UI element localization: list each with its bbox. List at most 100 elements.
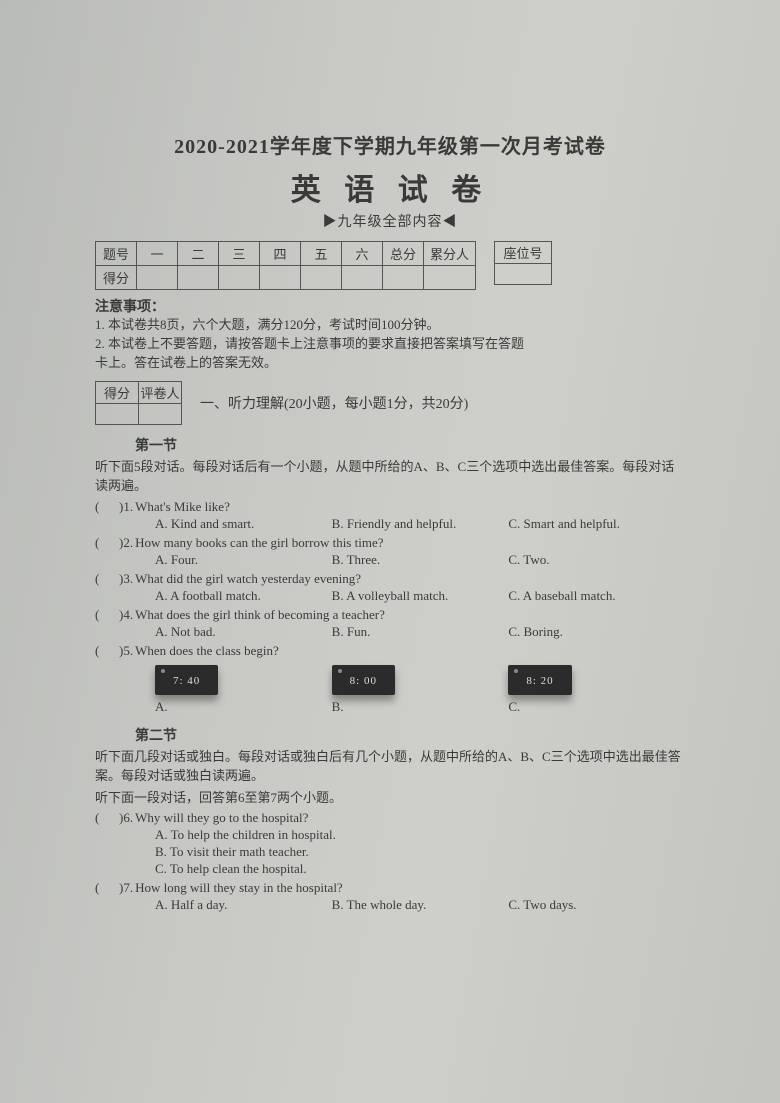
option-b: B. To visit their math teacher. (155, 844, 685, 860)
seat-table: 座位号 (494, 241, 552, 285)
notice-line: 2. 本试卷上不要答题，请按答题卡上注意事项的要求直接把答案填写在答题 (95, 335, 685, 354)
sub2-instructions-1: 听下面几段对话或独白。每段对话或独白后有几个小题，从题中所给的A、B、C三个选项… (95, 747, 685, 786)
cell (383, 266, 424, 290)
options-7: A. Half a day. B. The whole day. C. Two … (155, 897, 685, 913)
notice-line: 卡上。答在试卷上的答案无效。 (95, 354, 685, 373)
qnum: )2. (119, 535, 133, 551)
notice-line: 1. 本试卷共8页，六个大题，满分120分，考试时间100分钟。 (95, 316, 685, 335)
cell (424, 266, 476, 290)
option-c: C. A baseball match. (508, 588, 685, 604)
question-1: ( )1. What's Mike like? (95, 499, 685, 515)
option-c: C. To help clean the hospital. (155, 861, 685, 877)
option-b: B. The whole day. (332, 897, 509, 913)
option-a: A. Half a day. (155, 897, 332, 913)
scope-line: ▶九年级全部内容◀ (95, 211, 685, 231)
qnum: )6. (119, 810, 133, 826)
table-row: 得分 (96, 266, 476, 290)
cell (139, 403, 182, 424)
subsection-2: 第二节 (135, 725, 685, 745)
option-b: B. Three. (332, 552, 509, 568)
cell: 六 (342, 242, 383, 266)
clock-icon: 7: 40 (155, 665, 218, 695)
cell: 得分 (96, 381, 139, 403)
cell (260, 266, 301, 290)
bracket: ( (95, 810, 119, 826)
title-main: 2020-2021学年度下学期九年级第一次月考试卷 (95, 130, 685, 159)
qnum: )3. (119, 571, 133, 587)
cell: 题号 (96, 242, 137, 266)
notice-body: 1. 本试卷共8页，六个大题，满分120分，考试时间100分钟。 2. 本试卷上… (95, 316, 685, 373)
question-6: ( )6. Why will they go to the hospital? (95, 810, 685, 826)
option-b: B. A volleyball match. (332, 588, 509, 604)
option-a-label: A. (155, 699, 332, 715)
option-c: C. Two days. (508, 897, 685, 913)
question-7: ( )7. How long will they stay in the hos… (95, 880, 685, 896)
cell: 一 (137, 242, 178, 266)
qtext: What's Mike like? (135, 499, 230, 515)
subsection-1: 第一节 (135, 435, 685, 455)
qtext: When does the class begin? (135, 643, 279, 659)
option-a: A. A football match. (155, 588, 332, 604)
section1-row: 得分 评卷人 一、听力理解(20小题，每小题1分，共20分) (95, 381, 685, 425)
option-c: C. Boring. (508, 624, 685, 640)
cell (219, 266, 260, 290)
clock-a-cell: 7: 40 A. (155, 665, 332, 715)
sub1-instructions: 听下面5段对话。每段对话后有一个小题，从题中所给的A、B、C三个选项中选出最佳答… (95, 457, 685, 496)
option-b-label: B. (332, 699, 509, 715)
qtext: What does the girl think of becoming a t… (135, 607, 385, 623)
mini-score-table: 得分 评卷人 (95, 381, 182, 425)
cell: 得分 (96, 266, 137, 290)
exam-page: 2020-2021学年度下学期九年级第一次月考试卷 英 语 试 卷 ▶九年级全部… (0, 0, 780, 1103)
cell (301, 266, 342, 290)
bracket: ( (95, 607, 119, 623)
clock-c-cell: 8: 20 C. (508, 665, 685, 715)
cell: 累分人 (424, 242, 476, 266)
cell (96, 403, 139, 424)
notice-head: 注意事项： (95, 296, 685, 316)
option-a: A. Not bad. (155, 624, 332, 640)
seat-label: 座位号 (495, 242, 552, 264)
option-c-label: C. (508, 699, 685, 715)
options-4: A. Not bad. B. Fun. C. Boring. (155, 624, 685, 640)
options-3: A. A football match. B. A volleyball mat… (155, 588, 685, 604)
bracket: ( (95, 880, 119, 896)
table-row: 题号 一 二 三 四 五 六 总分 累分人 (96, 242, 476, 266)
score-table: 题号 一 二 三 四 五 六 总分 累分人 得分 (95, 241, 476, 290)
bracket: ( (95, 535, 119, 551)
qtext: What did the girl watch yesterday evenin… (135, 571, 361, 587)
option-a: A. Four. (155, 552, 332, 568)
title-sub: 英 语 试 卷 (95, 165, 685, 209)
qtext: How long will they stay in the hospital? (135, 880, 343, 896)
question-4: ( )4. What does the girl think of becomi… (95, 607, 685, 623)
cell (342, 266, 383, 290)
bracket: ( (95, 499, 119, 515)
options-2: A. Four. B. Three. C. Two. (155, 552, 685, 568)
qtext: How many books can the girl borrow this … (135, 535, 383, 551)
clock-icon: 8: 00 (332, 665, 395, 695)
cell: 三 (219, 242, 260, 266)
options-1: A. Kind and smart. B. Friendly and helpf… (155, 516, 685, 532)
question-5: ( )5. When does the class begin? (95, 643, 685, 659)
qnum: )5. (119, 643, 133, 659)
cell (137, 266, 178, 290)
cell: 评卷人 (139, 381, 182, 403)
sub2-instructions-2: 听下面一段对话，回答第6至第7两个小题。 (95, 788, 685, 808)
qnum: )7. (119, 880, 133, 896)
clock-icon: 8: 20 (508, 665, 571, 695)
question-2: ( )2. How many books can the girl borrow… (95, 535, 685, 551)
bracket: ( (95, 643, 119, 659)
tables-row: 题号 一 二 三 四 五 六 总分 累分人 得分 (95, 241, 685, 290)
seat-blank (495, 264, 552, 285)
option-b: B. Friendly and helpful. (332, 516, 509, 532)
cell: 五 (301, 242, 342, 266)
cell: 总分 (383, 242, 424, 266)
option-c: C. Smart and helpful. (508, 516, 685, 532)
cell (178, 266, 219, 290)
option-a: A. To help the children in hospital. (155, 827, 685, 843)
option-c: C. Two. (508, 552, 685, 568)
qnum: )4. (119, 607, 133, 623)
clock-b-cell: 8: 00 B. (332, 665, 509, 715)
clock-options: 7: 40 A. 8: 00 B. 8: 20 C. (155, 665, 685, 715)
option-a: A. Kind and smart. (155, 516, 332, 532)
qtext: Why will they go to the hospital? (135, 810, 308, 826)
